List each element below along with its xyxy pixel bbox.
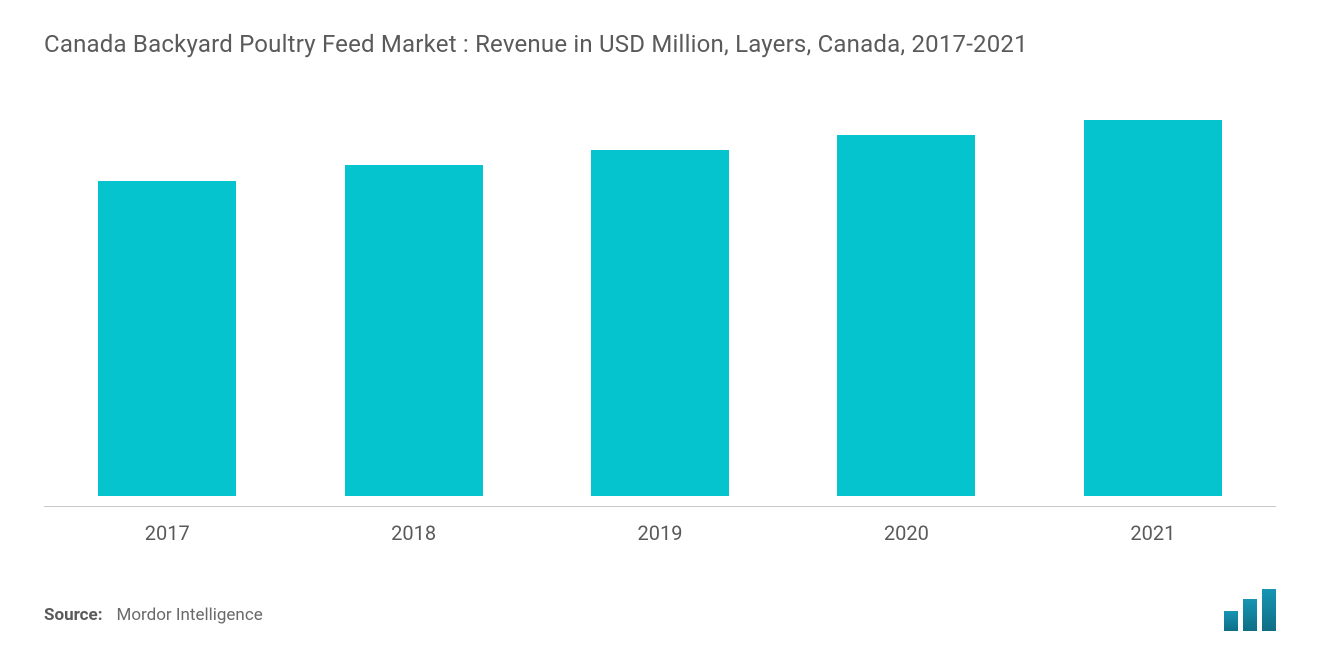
- bar-slot: [1030, 120, 1276, 496]
- x-axis-tick-label: 2019: [537, 521, 783, 545]
- brand-logo: [1224, 589, 1276, 631]
- source-value: Mordor Intelligence: [116, 605, 262, 625]
- bar-slot: [290, 120, 536, 496]
- bar: [591, 150, 729, 496]
- x-axis-tick-label: 2020: [783, 521, 1029, 545]
- x-axis-tick-label: 2017: [44, 521, 290, 545]
- x-axis-labels: 20172018201920202021: [44, 507, 1276, 545]
- source-attribution: Source: Mordor Intelligence: [44, 605, 1276, 625]
- x-axis-tick-label: 2021: [1030, 521, 1276, 545]
- logo-bar-icon: [1224, 611, 1238, 631]
- x-axis-tick-label: 2018: [290, 521, 536, 545]
- chart-container: Canada Backyard Poultry Feed Market : Re…: [0, 0, 1320, 665]
- logo-bar-icon: [1262, 589, 1276, 631]
- bar: [345, 165, 483, 496]
- bar: [1084, 120, 1222, 496]
- chart-title: Canada Backyard Poultry Feed Market : Re…: [44, 28, 1276, 60]
- bar: [98, 181, 236, 497]
- source-label: Source:: [44, 605, 102, 625]
- plot-area: [44, 96, 1276, 506]
- bar: [837, 135, 975, 496]
- logo-bar-icon: [1243, 599, 1257, 631]
- bar-slot: [44, 120, 290, 496]
- bar-slot: [537, 120, 783, 496]
- x-axis: 20172018201920202021: [44, 506, 1276, 545]
- bar-slot: [783, 120, 1029, 496]
